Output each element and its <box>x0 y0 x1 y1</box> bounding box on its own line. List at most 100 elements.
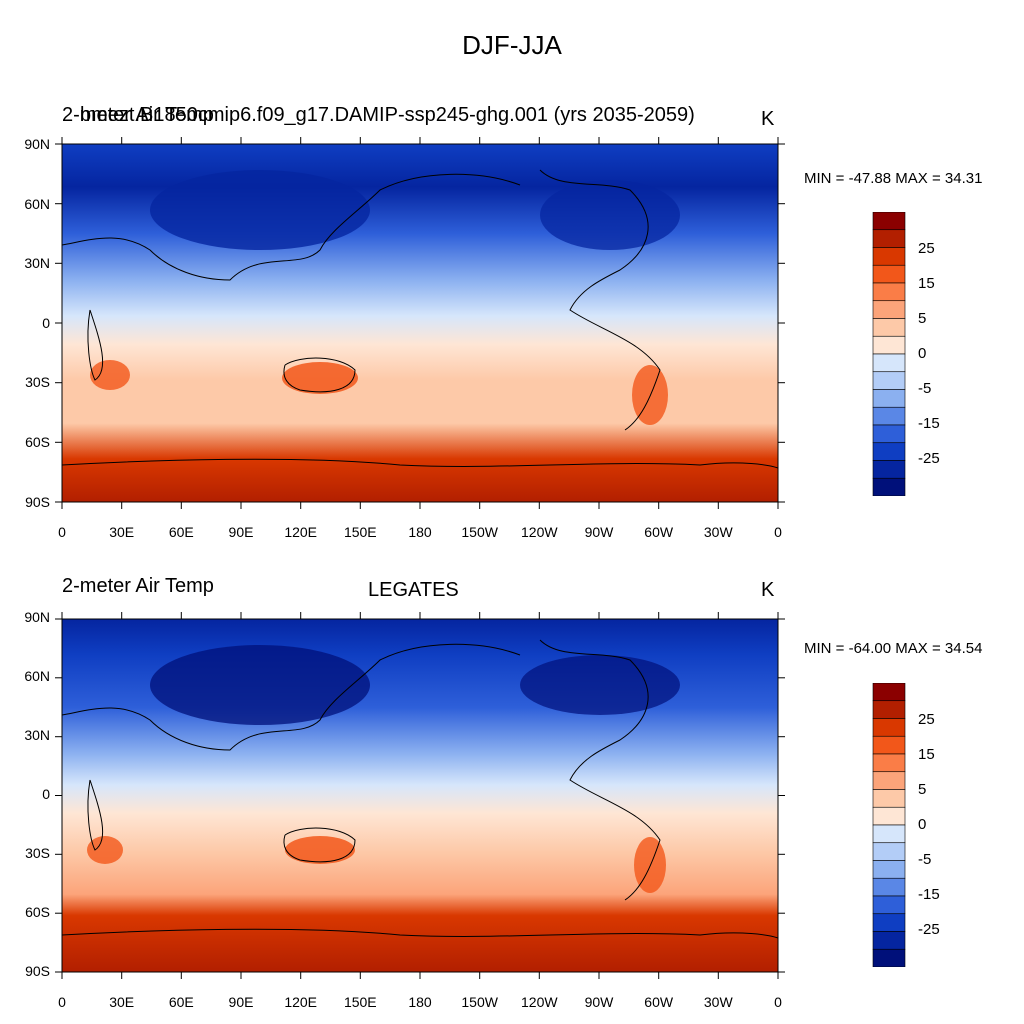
panel-1-lon-label: 90W <box>584 524 614 540</box>
colorbar-swatch <box>872 735 906 755</box>
panel-2-lon-label: 90E <box>228 994 254 1010</box>
figure-title: DJF-JJA <box>462 30 562 60</box>
panel-2-lon-label: 120E <box>284 994 318 1010</box>
panel-1-lon-label: 60E <box>168 524 194 540</box>
panel-1-lon-label: 150E <box>343 524 377 540</box>
panel-2-colorbar-label: 25 <box>918 711 935 728</box>
panel-1-colorbar-label: -15 <box>918 415 940 432</box>
panel-2-colorbar-label: 15 <box>918 746 935 763</box>
panel-2-lat-label: 90S <box>25 963 50 979</box>
panel-1-coastlines <box>61 169 779 469</box>
panel-2-colorbar-label: 5 <box>918 781 927 798</box>
panel-1-lon-label: 0 <box>774 524 782 540</box>
panel-1-africa-warm <box>90 360 130 390</box>
colorbar-swatch <box>872 264 906 284</box>
panel-2-lat-label: 90N <box>24 609 50 625</box>
panel-2-map <box>55 612 785 979</box>
colorbar-swatch <box>872 424 906 444</box>
panel-1-colorbar-label: -5 <box>918 380 932 397</box>
panel-1-variable-title: 2-meter Air Temp <box>62 104 214 126</box>
colorbar-swatch <box>872 842 906 861</box>
panel-1-min-max: MIN = -47.88 MAX = 34.31 <box>804 170 983 187</box>
panel-1-colorbar <box>872 212 906 496</box>
panel-1-siberia-cold <box>150 170 370 250</box>
panel-2-lon-label: 180 <box>408 994 432 1010</box>
panel-2-colorbar-label: 0 <box>918 816 927 833</box>
panel-2-lon-label: 0 <box>58 994 66 1010</box>
colorbar-swatch <box>872 477 906 496</box>
panel-2-lon-label: 30W <box>703 994 733 1010</box>
panel-2-min-max: MIN = -64.00 MAX = 34.54 <box>804 640 983 657</box>
panel-2-africa-warm <box>87 836 123 864</box>
colorbar-swatch <box>872 895 906 915</box>
colorbar-swatch <box>872 771 906 790</box>
panel-1-lon-label: 60W <box>644 524 674 540</box>
colorbar-swatch <box>872 877 906 897</box>
panel-1-lon-label: 90E <box>228 524 254 540</box>
panel-2-coastlines <box>61 639 779 939</box>
colorbar-swatch <box>872 806 906 826</box>
panel-1-lat-label: 0 <box>42 315 50 331</box>
panel-2-lon-label: 150W <box>461 994 498 1010</box>
panel-2-canada-cold <box>520 655 680 715</box>
panel-2-lon-label: 30E <box>109 994 135 1010</box>
colorbar-swatch <box>872 318 906 337</box>
colorbar-swatch <box>872 389 906 408</box>
panel-1-lon-label: 30E <box>109 524 135 540</box>
panel-1-lon-label: 150W <box>461 524 498 540</box>
panel-2-lon-label: 0 <box>774 994 782 1010</box>
panel-1-lon-label: 180 <box>408 524 432 540</box>
panel-1-lat-label: 30S <box>25 374 50 390</box>
colorbar-swatch <box>872 913 906 932</box>
panel-1-lat-ticks <box>55 143 785 503</box>
colorbar-swatch <box>872 212 906 231</box>
panel-2-colorbar-label: -25 <box>918 921 940 938</box>
panel-1-colorbar-label: 5 <box>918 310 927 327</box>
panel-1-colorbar-label: 0 <box>918 345 927 362</box>
panel-1-units: K <box>761 108 775 130</box>
panel-2-dataset-title: LEGATES <box>368 579 459 601</box>
panel-2-colorbar-label: -5 <box>918 851 932 868</box>
colorbar-swatch <box>872 718 906 737</box>
panel-1-lat-label: 90S <box>25 494 50 510</box>
panel-2-units: K <box>761 579 775 601</box>
colorbar-swatch <box>872 789 906 808</box>
panel-1-lon-label: 0 <box>58 524 66 540</box>
panel-2-lon-label: 60W <box>644 994 674 1010</box>
panel-2-lon-label: 150E <box>343 994 377 1010</box>
colorbar-swatch <box>872 229 906 248</box>
panel-1-lat-label: 30N <box>24 255 50 271</box>
colorbar-swatch <box>872 371 906 390</box>
colorbar-swatch <box>872 860 906 879</box>
panel-1-lat-label: 60N <box>24 196 50 212</box>
panel-2-lat-label: 30N <box>24 727 50 743</box>
panel-1-colorbar-label: -25 <box>918 450 940 467</box>
panel-2-lat-label: 60S <box>25 904 50 920</box>
colorbar-swatch <box>872 247 906 266</box>
colorbar-swatch <box>872 460 906 479</box>
panel-2-siberia-cold <box>150 645 370 725</box>
colorbar-swatch <box>872 931 906 950</box>
colorbar-swatch <box>872 683 906 702</box>
panel-2-lat-label: 0 <box>42 786 50 802</box>
panel-2-lat-label: 60N <box>24 668 50 684</box>
panel-2-lon-ticks <box>61 612 779 979</box>
panel-2-colorbar-label: -15 <box>918 886 940 903</box>
panel-2-lon-label: 90W <box>584 994 614 1010</box>
colorbar-swatch <box>872 300 906 319</box>
panel-1-lat-label: 90N <box>24 136 50 152</box>
panel-2-lon-label: 60E <box>168 994 194 1010</box>
panel-2-colorbar <box>872 683 906 967</box>
panel-1-case-title: bmezt.B1850cmip6.f09_g17.DAMIP-ssp245-gh… <box>80 104 695 126</box>
colorbar-swatch <box>872 824 906 844</box>
panel-1-lon-label: 30W <box>703 524 733 540</box>
colorbar-swatch <box>872 406 906 426</box>
colorbar-swatch <box>872 282 906 302</box>
panel-2-lon-label: 120W <box>521 994 558 1010</box>
panel-2-lat-ticks <box>55 618 785 973</box>
panel-1-colorbar-label: 25 <box>918 240 935 257</box>
panel-1-map <box>55 137 785 509</box>
colorbar-swatch <box>872 700 906 719</box>
panel-2-variable-title: 2-meter Air Temp <box>62 575 214 597</box>
colorbar-swatch <box>872 353 906 373</box>
